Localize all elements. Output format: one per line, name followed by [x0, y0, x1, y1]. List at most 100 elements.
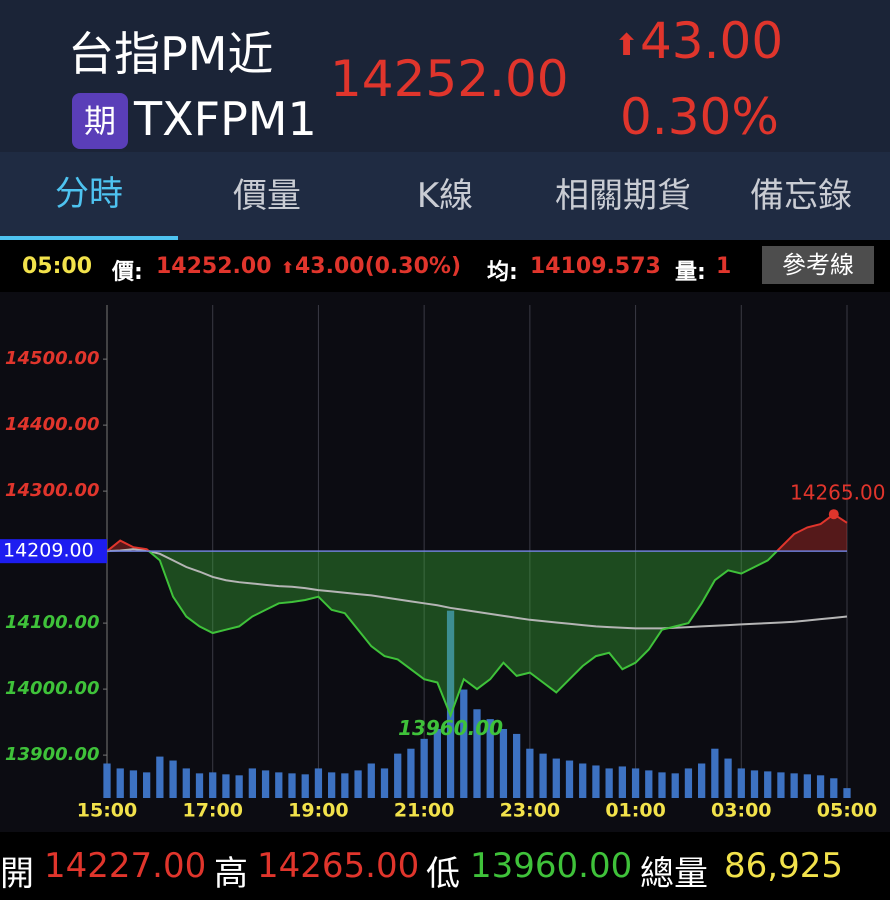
volume-bar: [513, 733, 521, 798]
volume-bar: [235, 775, 243, 798]
volume-bar: [261, 770, 270, 798]
volume-bar: [750, 770, 759, 798]
code: TXFPM1: [134, 92, 317, 146]
x-tick-label: 05:00: [817, 800, 877, 822]
volume-bar: [301, 774, 309, 798]
volume-bar: [486, 719, 494, 798]
volume-bar: [367, 763, 375, 798]
change: 43.00: [640, 12, 784, 70]
tab[interactable]: 價量: [233, 176, 301, 216]
volume-bar: [579, 763, 587, 798]
volume-bar: [605, 768, 613, 798]
volume-bar: [777, 772, 785, 798]
x-tick-label: 23:00: [500, 800, 560, 822]
volume-bar: [446, 610, 455, 798]
volume-bar: [433, 728, 441, 798]
volume-bar: [631, 768, 640, 798]
annotation: 13960.00: [398, 716, 503, 740]
reference-label-box: [0, 539, 107, 564]
volume-bar: [592, 765, 600, 798]
y-tick-label: 13900.00: [5, 744, 100, 765]
tab[interactable]: 相關期貨: [555, 176, 691, 216]
tab-bar: 分時 價量 K線 相關期貨 備忘錄: [0, 152, 890, 240]
x-tick-label: 15:00: [77, 800, 137, 822]
volume-bar: [764, 771, 772, 798]
volume-label: 總量: [640, 854, 708, 894]
volume-bar: [552, 758, 560, 798]
up-arrow: ⬆: [614, 28, 640, 63]
volume-bar: [803, 774, 811, 798]
volume-bar: [473, 709, 481, 798]
volume-bar: [407, 748, 415, 798]
change: 43.00(0.30%): [295, 254, 462, 279]
volume-bar: [658, 772, 666, 798]
volume-bar: [645, 770, 653, 798]
volume-bar: [698, 763, 706, 798]
volume-bar: [671, 773, 679, 798]
high-value: 14265.00: [257, 846, 420, 886]
annotation: 14265.00: [790, 481, 885, 505]
low-label: 低: [426, 854, 460, 894]
average-line: [106, 548, 848, 630]
volume-bar: [222, 774, 230, 798]
price-label: 價:: [112, 260, 143, 285]
volume-bar: [182, 768, 190, 798]
volume-bar: [195, 773, 204, 798]
volume-bar: [737, 768, 745, 798]
percent: 0.30%: [620, 88, 779, 146]
volume-bar: [354, 770, 362, 798]
volume: 1: [716, 254, 732, 279]
volume-bar: [341, 773, 349, 798]
open-label: 開: [0, 854, 34, 894]
x-tick-label: 21:00: [394, 800, 454, 822]
volume-bar: [394, 753, 402, 798]
y-tick-label: 14400.00: [5, 414, 100, 435]
volume-bar: [618, 766, 626, 798]
volume-bar: [380, 768, 389, 798]
volume-bar: [460, 689, 468, 798]
time: 05:00: [22, 254, 93, 279]
high-point: [828, 509, 839, 520]
chart: 15:00 17:00 19:00 21:00 23:00 01:00 03:00 05:00…: [0, 292, 890, 832]
price: 14252.00: [330, 50, 569, 108]
tab[interactable]: K線: [416, 176, 474, 216]
volume-bar: [248, 768, 256, 798]
y-tick-label: 14100.00: [5, 612, 100, 633]
volume-bar: [711, 748, 719, 798]
volume-bar: [790, 773, 798, 798]
area-fill: [148, 551, 777, 716]
x-tick-label: 19:00: [288, 800, 348, 822]
volume-bar: [143, 772, 151, 798]
x-tick-label: 03:00: [711, 800, 771, 822]
volume-bar: [275, 772, 283, 798]
tab[interactable]: 備忘錄: [750, 176, 852, 216]
x-tick-label: 17:00: [182, 800, 242, 822]
volume-bar: [288, 773, 296, 798]
volume-bar: [843, 788, 851, 798]
open-value: 14227.00: [44, 846, 207, 886]
title: 台指PM近: [68, 27, 274, 81]
low-value: 13960.00: [470, 846, 633, 886]
y-tick-label: 14500.00: [5, 348, 100, 369]
volume-bar: [314, 768, 323, 798]
high-label: 高: [214, 854, 248, 894]
tab[interactable]: 分時: [0, 152, 178, 240]
volume-bar: [328, 772, 336, 798]
volume-bar: [684, 768, 693, 798]
volume-value: 86,925: [724, 846, 843, 886]
y-tick-label: 14300.00: [5, 480, 100, 501]
avg: 14109.573: [530, 254, 661, 279]
volume-bar: [830, 778, 838, 798]
volume-bar: [129, 770, 138, 798]
volume-bar: [565, 760, 574, 798]
volume-label: 量:: [675, 260, 706, 285]
reference-button[interactable]: 參考線: [762, 246, 874, 284]
volume-bar: [156, 756, 164, 798]
info-bar: 05:00 價: 14252.00 ⬆ 43.00(0.30%) 均: 1410…: [0, 240, 890, 292]
x-tick-label: 01:00: [605, 800, 665, 822]
reference-label: 14209.00: [3, 540, 94, 562]
volume-bar: [103, 763, 111, 798]
volume-bar: [420, 738, 428, 798]
badge: 期: [72, 93, 128, 149]
